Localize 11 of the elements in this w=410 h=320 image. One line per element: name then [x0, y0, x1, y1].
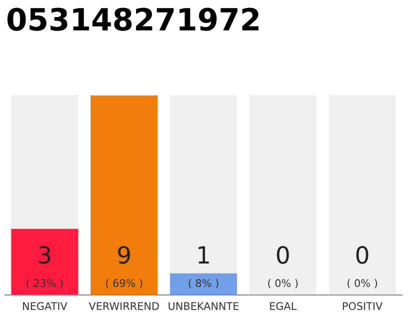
- data-label: 0 ( 0% ): [348, 246, 378, 288]
- chart-title: 053148271972: [7, 8, 258, 31]
- x-tick-label: NEGATIV: [23, 302, 68, 310]
- data-label: 1 ( 8% ): [188, 246, 218, 288]
- x-tick-label: POSITIV: [342, 302, 383, 310]
- data-label: 0 ( 0% ): [268, 246, 298, 288]
- data-label: 3 ( 23% ): [26, 246, 63, 288]
- x-tick-label: VERWIRREND: [88, 302, 159, 310]
- x-tick-label: UNBEKANNTE: [168, 302, 239, 310]
- data-label: 9 ( 69% ): [106, 246, 142, 288]
- x-tick-label: EGAL: [270, 302, 297, 310]
